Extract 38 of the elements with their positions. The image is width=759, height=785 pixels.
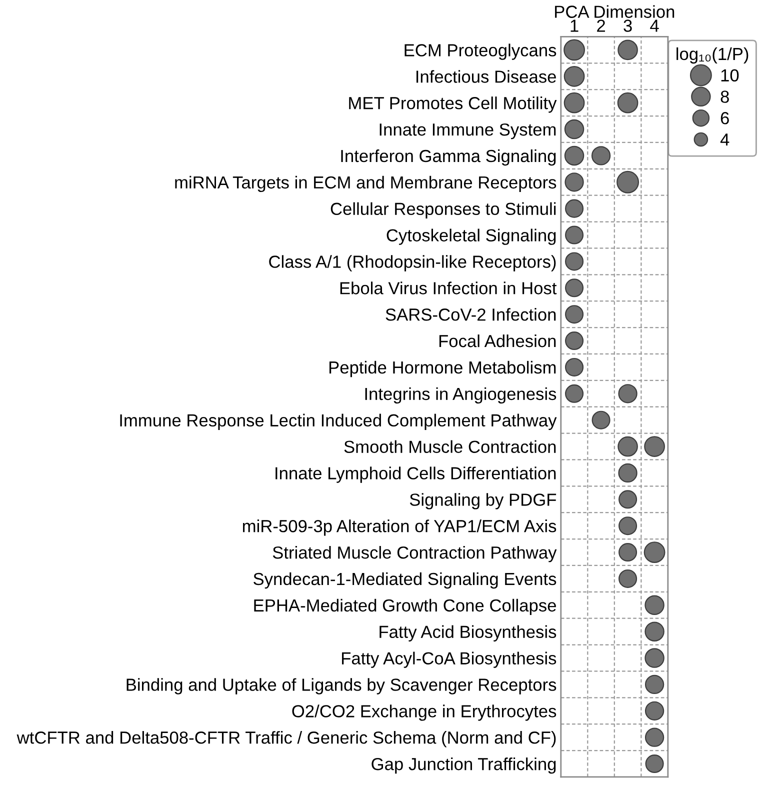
y-tick-label: Class A/1 (Rhodopsin-like Receptors) — [269, 255, 556, 272]
legend-label: 6 — [720, 112, 729, 124]
y-tick-label: Immune Response Lectin Induced Complement Pathway — [120, 414, 557, 430]
y-tick-label: Interferon Gamma Signaling — [341, 149, 556, 166]
y-tick-label: Cytoskeletal Signaling — [386, 228, 556, 245]
y-tick-label: Innate Immune System — [380, 123, 556, 140]
x-tick-label: 2 — [597, 20, 605, 32]
x-axis-title: PCA Dimension — [555, 5, 674, 18]
y-tick-label: miR-509-3p Alteration of YAP1/ECM Axis — [242, 520, 556, 536]
y-tick-label: Striated Muscle Contraction Pathway — [272, 546, 557, 562]
y-tick-label: Integrins in Angiogenesis — [365, 387, 556, 404]
x-tick-label: 4 — [650, 20, 659, 32]
y-tick-label: wtCFTR and Delta508-CFTR Traffic / Generic Schema (Norm and CF) — [16, 731, 556, 748]
y-tick-label: MET Promotes Cell Motility — [349, 96, 557, 113]
legend-label: 4 — [720, 134, 730, 146]
y-tick-label: EPHA-Mediated Growth Cone Collapse — [254, 598, 556, 616]
y-tick-label: Signaling by PDGF — [410, 493, 556, 510]
y-tick-label: Innate Lymphoid Cells Differentiation — [276, 466, 556, 483]
y-tick-label: ECM Proteoglycans — [404, 44, 556, 60]
x-tick-label: 3 — [624, 20, 632, 32]
legend-label: 8 — [720, 90, 729, 103]
y-tick-label: O2/CO2 Exchange in Erythrocytes — [292, 704, 556, 721]
y-tick-label: Smooth Muscle Contraction — [344, 440, 556, 453]
y-tick-label: Fatty Acid Biosynthesis — [380, 625, 556, 642]
y-tick-label: Cellular Responses to Stimuli — [330, 202, 556, 218]
y-tick-label: Syndecan-1-Mediated Signaling Events — [254, 572, 556, 589]
y-tick-label: Focal Adhesion — [439, 334, 556, 348]
y-tick-label: SARS-CoV-2 Infection — [386, 308, 556, 321]
y-tick-label: Ebola Virus Infection in Host — [340, 282, 557, 294]
x-tick-label: 1 — [570, 20, 578, 32]
y-tick-label: miRNA Targets in ECM and Membrane Receptors — [175, 176, 556, 192]
legend-title: log₁₀(1/P) — [676, 47, 748, 64]
y-tick-label: Infectious Disease — [416, 70, 556, 83]
y-tick-label: Binding and Uptake of Ligands by Scavenger Receptors — [126, 678, 556, 694]
y-tick-label: Gap Junction Trafficking — [372, 757, 556, 774]
legend-label: 10 — [721, 69, 739, 82]
y-tick-label: Fatty Acyl-CoA Biosynthesis — [342, 652, 556, 668]
y-tick-label: Peptide Hormone Metabolism — [329, 360, 556, 378]
